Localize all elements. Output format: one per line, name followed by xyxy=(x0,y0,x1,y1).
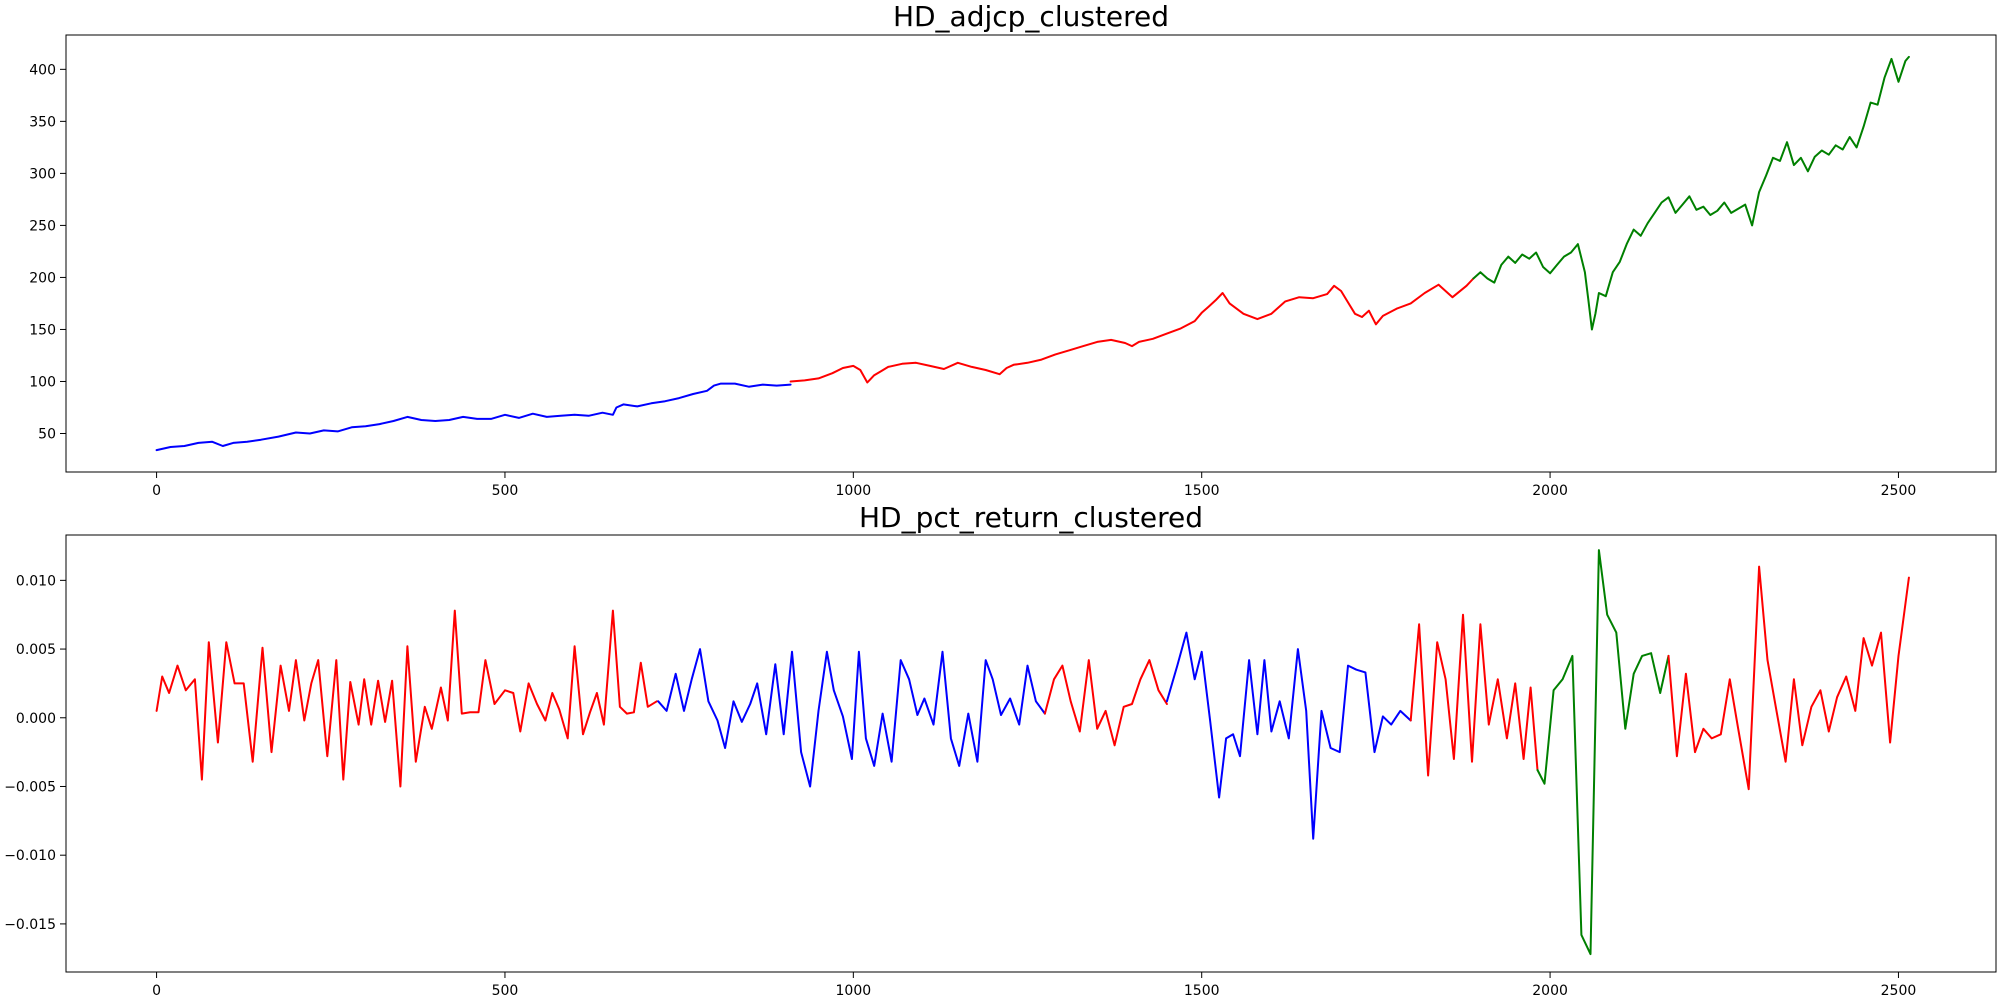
adjcp-chart-panel: HD_adjcp_clustered 0 500 1000 1500 2000 2500 50… xyxy=(29,0,1997,499)
series-line-5 xyxy=(1536,549,1670,956)
x-tick-label: 500 xyxy=(492,983,519,999)
y-tick-label: 0.010 xyxy=(16,573,56,589)
y-tick-label: −0.010 xyxy=(4,848,56,864)
plot-area xyxy=(65,34,1997,473)
series-line-2 xyxy=(1043,659,1168,747)
series-line-1 xyxy=(657,648,1046,788)
x-tick-label: 1000 xyxy=(836,983,872,999)
x-tick-label: 1500 xyxy=(1184,483,1220,499)
y-tick-label: −0.015 xyxy=(4,917,56,933)
x-tick-label: 500 xyxy=(492,483,519,499)
y-tick-label: 400 xyxy=(29,62,56,78)
series-line-3 xyxy=(1165,631,1412,840)
series-line-0 xyxy=(155,382,792,452)
series-line-4 xyxy=(1409,613,1539,777)
chart-title: HD_pct_return_clustered xyxy=(859,501,1203,534)
x-tick-label: 2000 xyxy=(1532,983,1568,999)
y-tick-label: −0.005 xyxy=(4,779,56,795)
pct-return-chart-panel: HD_pct_return_clustered 0 500 1000 1500 2000 2… xyxy=(4,501,1997,999)
x-tick-label: 1500 xyxy=(1184,983,1220,999)
series-line-0 xyxy=(155,609,658,788)
y-tick-label: 0.005 xyxy=(16,642,56,658)
series-line-1 xyxy=(789,277,1475,384)
x-tick-label: 0 xyxy=(152,483,161,499)
x-tick-label: 1000 xyxy=(836,483,872,499)
chart-title: HD_adjcp_clustered xyxy=(893,0,1169,33)
y-tick-label: 0.000 xyxy=(16,711,56,727)
y-tick-label: 200 xyxy=(29,270,56,286)
y-tick-label: 250 xyxy=(29,218,56,234)
series-line-6 xyxy=(1667,565,1910,791)
series-line-2 xyxy=(1472,55,1910,331)
x-tick-label: 2500 xyxy=(1881,483,1917,499)
y-tick-label: 150 xyxy=(29,322,56,338)
y-tick-label: 50 xyxy=(38,427,56,443)
plot-area xyxy=(65,534,1997,973)
x-tick-label: 2000 xyxy=(1532,483,1568,499)
x-tick-label: 0 xyxy=(152,983,161,999)
y-tick-label: 100 xyxy=(29,374,56,390)
y-tick-label: 300 xyxy=(29,166,56,182)
x-tick-label: 2500 xyxy=(1881,983,1917,999)
y-tick-label: 350 xyxy=(29,114,56,130)
